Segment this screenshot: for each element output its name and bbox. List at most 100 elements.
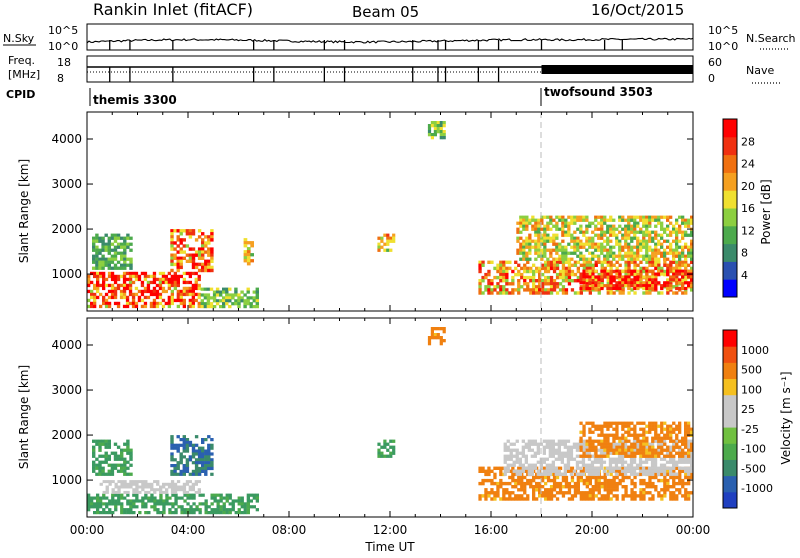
power-cell-1449 [603, 215, 607, 219]
velocity-cell-757 [544, 497, 548, 501]
velocity-cell-1062 [672, 478, 676, 483]
power-cell-997 [624, 266, 628, 271]
power-cell-1281 [549, 239, 553, 243]
power-cell-1720 [681, 221, 685, 225]
power-cell-423 [176, 268, 180, 273]
power-cell-725 [514, 288, 518, 292]
velocity-cell-399 [182, 464, 186, 468]
power-cell-1488 [612, 254, 616, 258]
power-cell-1811 [615, 269, 619, 273]
power-cell-1397 [585, 239, 589, 243]
power-cell-1878 [654, 286, 658, 291]
velocity-cell-1202 [542, 439, 546, 443]
power-cell-1768 [582, 286, 586, 291]
velocity-cell-569 [126, 460, 130, 464]
power-cell-1350 [570, 245, 574, 249]
power-cell-1934 [430, 121, 434, 125]
velocity-cell-1846 [678, 424, 682, 428]
power-cell-1653 [657, 257, 661, 261]
velocity-cell-325 [170, 480, 175, 484]
velocity-cell-1354 [599, 448, 604, 452]
power-cell-1618 [648, 236, 652, 240]
power-cell-1761 [579, 281, 583, 285]
power-cell-1353 [573, 215, 577, 219]
velocity-cell-1394 [617, 442, 622, 446]
velocity-cell-965 [627, 475, 631, 480]
velocity-cell-1473 [647, 442, 652, 446]
velocity-cell-945 [618, 469, 622, 473]
power-cell-1629 [651, 248, 655, 252]
velocity-cell-1500 [656, 448, 661, 452]
power-cell-726 [517, 263, 521, 267]
power-cell-1471 [609, 218, 613, 222]
power-cell-1462 [606, 230, 610, 234]
velocity-cell-524 [104, 472, 108, 476]
nsky-tick-top: 10^5 [48, 24, 78, 37]
velocity-cell-1670 [612, 436, 616, 440]
velocity-cell-940 [615, 485, 619, 489]
power-cell-198 [167, 277, 171, 282]
velocity-cell-1370 [605, 472, 610, 476]
power-cell-534 [212, 296, 217, 300]
velocity-cell-1186 [533, 454, 537, 458]
velocity-cell-1296 [575, 472, 580, 476]
velocity-cell-1456 [638, 469, 643, 473]
power-cell-806 [546, 288, 551, 292]
velocity-cell-147 [186, 496, 190, 500]
velocity-cell-10 [93, 496, 97, 500]
velocity-cell-1140 [515, 448, 519, 452]
velocity-cell-1004 [645, 491, 649, 495]
velocity-cell-340 [182, 485, 187, 489]
power-cell-1764 [582, 272, 586, 276]
velocity-cell-1319 [584, 469, 589, 473]
power-cell-460 [194, 250, 199, 254]
power-cell-890 [582, 266, 586, 271]
nsky-frame [86, 23, 694, 51]
velocity-cell-1312 [581, 472, 586, 476]
velocity-cell-310 [153, 490, 157, 494]
velocity-cell-1258 [560, 457, 564, 461]
velocity-cell-1602 [585, 448, 589, 452]
velocity-cell-1002 [645, 481, 649, 486]
power-cell-60 [110, 277, 115, 282]
velocity-cell-1214 [545, 463, 549, 467]
velocity-cell-382 [176, 466, 180, 471]
power-cell-1026 [633, 285, 637, 289]
power-cell-320 [101, 263, 105, 267]
velocity-cell-179 [210, 508, 214, 512]
power-cell-901 [585, 272, 589, 277]
velocity-cell-122 [168, 496, 172, 500]
power-colorbar-tick-3: 16 [741, 202, 755, 215]
power-cell-611 [246, 250, 251, 254]
power-cell-1327 [564, 224, 568, 228]
velocity-cell-1070 [675, 475, 679, 480]
power-cell-475 [201, 244, 205, 248]
power-cell-515 [200, 302, 204, 306]
velocity-cell-1674 [615, 421, 619, 425]
velocity-cell-1580 [690, 454, 694, 458]
power-cell-1351 [570, 251, 574, 255]
power-cell-1869 [651, 269, 655, 273]
power-cell-934 [597, 282, 601, 286]
power-cell-1199 [525, 251, 529, 255]
velocity-cell-725 [532, 485, 536, 489]
velocity-cell-1167 [527, 439, 531, 443]
velocity-cell-991 [639, 497, 643, 501]
velocity-cell-667 [508, 497, 512, 501]
velocity-cell-1784 [654, 424, 658, 428]
velocity-cell-780 [552, 481, 557, 486]
velocity-cell-532 [107, 472, 111, 476]
velocity-cell-1587 [579, 430, 583, 434]
power-cell-189 [161, 289, 166, 294]
power-cell-1828 [624, 275, 628, 279]
velocity-cell-1883 [427, 336, 432, 340]
velocity-cell-1737 [636, 451, 640, 455]
power-cell-845 [561, 279, 566, 283]
power-cell-1271 [546, 233, 550, 237]
velocity-cell-627 [490, 491, 494, 495]
power-cell-702 [502, 291, 506, 295]
power-cell-47 [104, 292, 109, 297]
power-cell-1814 [615, 284, 619, 288]
velocity-cell-578 [377, 442, 381, 446]
velocity-cell-1830 [669, 454, 673, 458]
